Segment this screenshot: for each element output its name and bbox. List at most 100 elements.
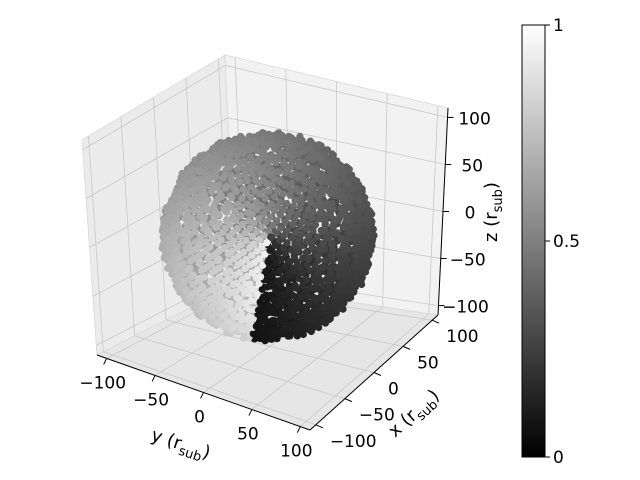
gridline [85,117,446,199]
scatter-point [271,193,279,201]
scatter-point [281,151,289,159]
scatter-point [221,224,230,232]
scatter-point [338,210,346,218]
scatter-point [249,330,257,338]
scatter-point [262,267,270,275]
scatter-point [243,272,251,280]
scatter-point [215,247,223,255]
gridline [82,65,448,151]
scatter-point [208,260,216,268]
scatter-point [191,228,199,236]
scatter-point [310,316,319,324]
scatter-point [270,207,278,215]
scatter-point [318,203,326,211]
scatter-point [256,235,264,243]
scatter-point [258,313,266,321]
scatter-point [271,241,279,250]
scatter-point [183,208,191,216]
scatter-point [308,213,316,222]
scatter-point [298,199,306,207]
scatter-point [326,167,335,175]
scatter-point [283,307,291,315]
scatter-point [258,154,266,162]
scatter-point [280,159,288,167]
scatter-point [353,228,361,236]
scatter-point [181,203,189,211]
scatter-point [261,194,269,202]
scatter-point [300,147,308,155]
scatter-point [204,227,213,235]
gridline [382,93,388,307]
scatter-point [337,246,345,254]
scatter-point [237,211,245,220]
scatter-point [197,233,205,241]
scatter-point [265,187,273,196]
scatter-point [289,202,298,210]
scatter-point [349,222,357,230]
x-tick-mark [315,424,324,429]
scatter-point [190,304,198,312]
scatter-point [273,328,281,336]
scatter-point [221,184,229,192]
scatter-point [317,277,325,285]
scatter-point [240,248,248,256]
scatter-point [266,325,274,333]
scatter-point [289,221,297,229]
scatter-point [270,175,278,183]
scatter-point [199,283,207,291]
scatter-point [297,310,306,318]
scatter-point [177,253,185,261]
scatter-point [324,274,332,282]
scatter-point [248,170,256,178]
scatter-point [303,261,311,269]
scatter-point [331,216,339,224]
x-tick-label: 100 [446,327,478,347]
scatter-point [226,299,235,307]
scatter-point [285,132,293,140]
axis-ticks: −100 −50 0 50 100 −100 −50 0 50 100 −100 −50 0 50 100 [79,109,490,461]
scatter-point [322,160,331,168]
scatter-point [176,208,184,216]
scatter-point [228,229,237,237]
scatter-point [272,229,280,237]
z-axis-label: z (rsub) [481,182,506,242]
scatter-point [277,224,285,232]
scatter-point [279,244,287,252]
scatter-point [286,164,294,172]
scatter-point [294,174,302,182]
scatter-point [226,220,234,228]
scatter-point [242,236,250,245]
scatter-point [215,273,223,281]
scatter-point [329,293,338,301]
scatter-point [180,277,188,285]
z-tick-label: 100 [458,109,490,129]
scatter-point [269,221,277,229]
scatter-point [181,286,189,295]
gridline [165,319,375,373]
scatter-point [300,185,308,193]
scatter-point [327,240,336,248]
scatter-point [279,190,287,198]
x-tick-label: −100 [330,432,377,452]
scatter-point [293,329,301,337]
scatter-point [297,293,305,301]
scatter-point [334,264,342,272]
scatter-point [219,174,227,182]
scatter-point [185,179,194,187]
scatter-point [257,273,265,281]
scatter-point [296,223,304,231]
scatter-point [227,176,235,184]
scatter-point [302,212,310,220]
scatter-point [271,158,280,166]
scatter-point [259,261,267,269]
scatter-point [212,168,220,176]
scatter-point [228,194,236,202]
scatter-point [276,178,284,186]
scatter-point [204,206,212,214]
scatter-point [281,262,289,270]
scatter-point [354,216,362,224]
scatter-point [321,257,329,265]
y-tick-mark [151,375,156,382]
scatter-point [288,171,296,179]
scatter-point [285,298,293,306]
